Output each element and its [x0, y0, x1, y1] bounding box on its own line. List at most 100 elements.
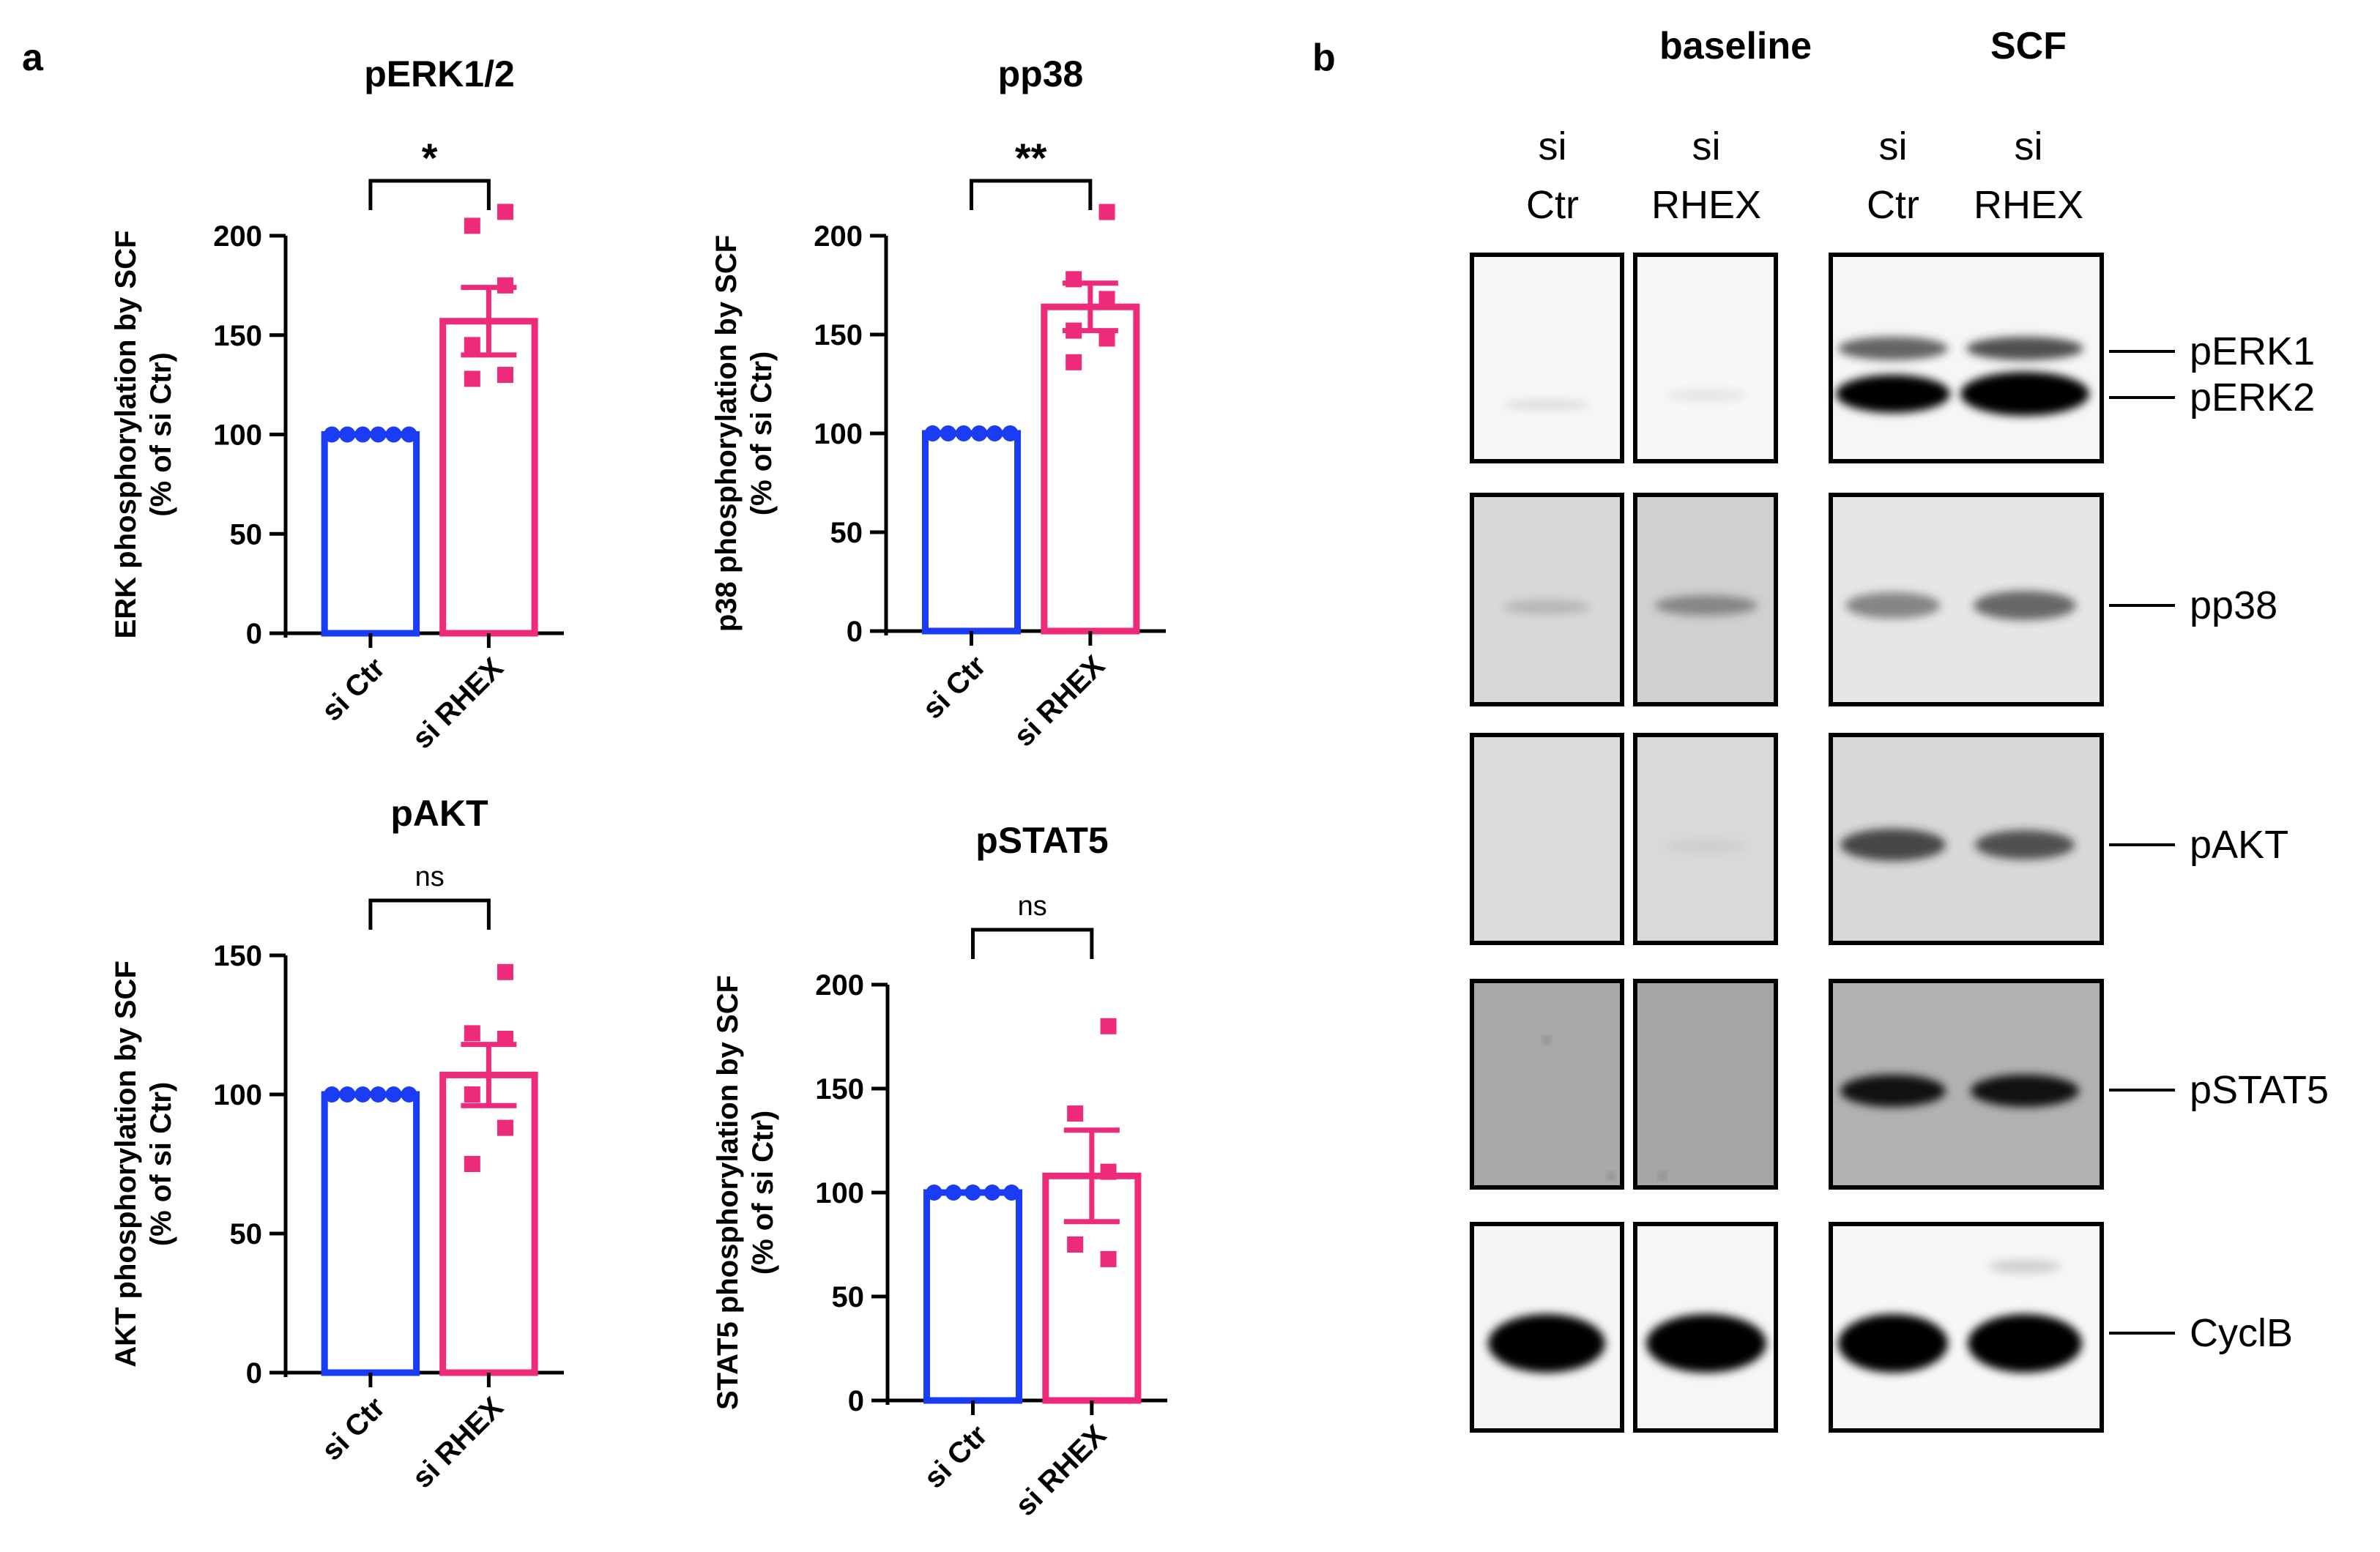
western-blot: baseline SCF si Ctr si RHEX si Ctr si RHEX pERK1pE…: [1470, 25, 2329, 1433]
data-point: [1100, 1163, 1117, 1180]
lane-label-line1: si: [1539, 124, 1567, 168]
x-tick-label-text: si RHEX: [406, 652, 510, 755]
data-point: [1100, 1250, 1117, 1267]
data-point: [955, 425, 972, 441]
blot-band: [1544, 1037, 1550, 1043]
data-point: [401, 426, 417, 443]
data-point: [385, 1086, 402, 1103]
data-point: [354, 426, 371, 443]
blot-band: [1988, 1259, 2061, 1274]
data-point: [1098, 330, 1115, 347]
blot-row-label: pERK2: [2190, 376, 2315, 419]
significance-bracket: [368, 179, 491, 210]
bar: [923, 1189, 1023, 1404]
x-tick-label: si Ctr: [316, 1391, 391, 1466]
data-point: [1098, 204, 1115, 220]
blot-band: [1968, 1314, 2082, 1373]
lane-label-line1: si: [1879, 124, 1908, 168]
data-point: [339, 426, 356, 443]
lane-label-line1: si: [2015, 124, 2043, 168]
y-tick-label: 150: [815, 1073, 864, 1105]
blot-band: [1488, 1314, 1605, 1373]
data-point: [497, 963, 513, 980]
data-point: [924, 425, 941, 441]
x-tick-label-text: si RHEX: [406, 1391, 510, 1494]
blot-band: [1666, 840, 1747, 852]
data-point: [926, 1184, 942, 1201]
chart-title: pSTAT5: [975, 820, 1108, 861]
data-point: [370, 1086, 387, 1103]
bar: [321, 431, 420, 637]
blot-band: [1966, 337, 2083, 360]
y-tick-label: 100: [213, 1079, 262, 1111]
data-point: [464, 370, 480, 387]
y-tick-label: 200: [815, 969, 864, 1001]
data-point: [497, 1119, 513, 1136]
data-point: [1100, 1018, 1117, 1034]
y-tick-label: 0: [246, 1357, 262, 1389]
blot-panel: [1470, 493, 1624, 706]
blot-band: [1666, 389, 1747, 401]
lane-label-line2: RHEX: [1974, 183, 2083, 227]
blot-band: [1974, 591, 2076, 620]
blot-row-label: CyclB: [2190, 1311, 2293, 1355]
y-tick-label: 50: [830, 517, 863, 549]
data-point: [1002, 425, 1019, 441]
y-tick-label: 100: [814, 418, 863, 450]
data-point: [464, 1156, 480, 1172]
data-point: [971, 425, 988, 441]
y-tick-label: 200: [814, 220, 863, 253]
blot-band: [1840, 1075, 1946, 1107]
blot-panel: [1633, 733, 1778, 945]
x-tick-label-text: si RHEX: [1009, 1419, 1112, 1522]
x-tick-label-text: si Ctr: [316, 652, 391, 727]
blot-row-label: pAKT: [2190, 823, 2288, 867]
y-tick-label: 100: [815, 1177, 864, 1209]
data-point: [964, 1184, 981, 1201]
data-point: [464, 1086, 480, 1103]
data-point: [385, 426, 402, 443]
chart-1: pERK1/2 ERK phosphorylation by SCF (% of s…: [110, 53, 564, 755]
bar: [1041, 303, 1140, 635]
y-tick-label: 0: [847, 616, 863, 648]
chart-4: pSTAT5 STAT5 phosphorylation by SCF (% of …: [712, 820, 1167, 1522]
blot-band: [1503, 399, 1591, 411]
data-point: [1067, 1236, 1084, 1253]
y-axis-label: p38 phosphorylation by SCF (% of si Ctr): [710, 235, 778, 632]
x-tick-label-text: si Ctr: [918, 1419, 993, 1494]
significance-label: **: [1015, 135, 1047, 181]
blot-band: [1975, 830, 2075, 859]
y-tick-label: 0: [246, 618, 262, 650]
y-tick-label: 50: [230, 518, 263, 551]
chart-title: pp38: [998, 53, 1084, 94]
y-tick-label: 100: [213, 419, 262, 452]
blot-row-label: pERK1: [2190, 329, 2315, 373]
x-tick-label: si RHEX: [406, 1391, 510, 1494]
chart-3: pAKT AKT phosphorylation by SCF (% of si C…: [110, 793, 564, 1494]
blot-band: [1960, 372, 2089, 416]
data-point: [464, 337, 480, 354]
data-point: [940, 425, 956, 441]
bar: [921, 430, 1022, 635]
blot-band: [1608, 1173, 1614, 1179]
chart-title: pAKT: [390, 793, 488, 834]
blot-panel: [1470, 253, 1624, 463]
bar: [439, 318, 538, 637]
y-tick-label: 150: [814, 319, 863, 351]
panel-b-label: b: [1312, 37, 1336, 79]
x-tick-label-text: si Ctr: [916, 649, 992, 725]
blot-band: [1659, 1173, 1665, 1179]
blot-panel: [1633, 979, 1778, 1190]
y-axis-label-line2: (% of si Ctr): [145, 352, 177, 516]
blot-panel: [1470, 979, 1624, 1190]
data-point: [339, 1086, 356, 1103]
y-tick-label: 0: [848, 1385, 864, 1417]
blot-row-4: pSTAT5: [1470, 979, 2329, 1190]
y-tick-label: 200: [213, 220, 262, 253]
blot-band: [1655, 595, 1758, 616]
y-axis-label: ERK phosphorylation by SCF (% of si Ctr): [110, 231, 177, 639]
x-tick-label: si RHEX: [406, 652, 510, 755]
significance-bracket: [970, 179, 1093, 210]
group-label: SCF: [1990, 25, 2067, 67]
